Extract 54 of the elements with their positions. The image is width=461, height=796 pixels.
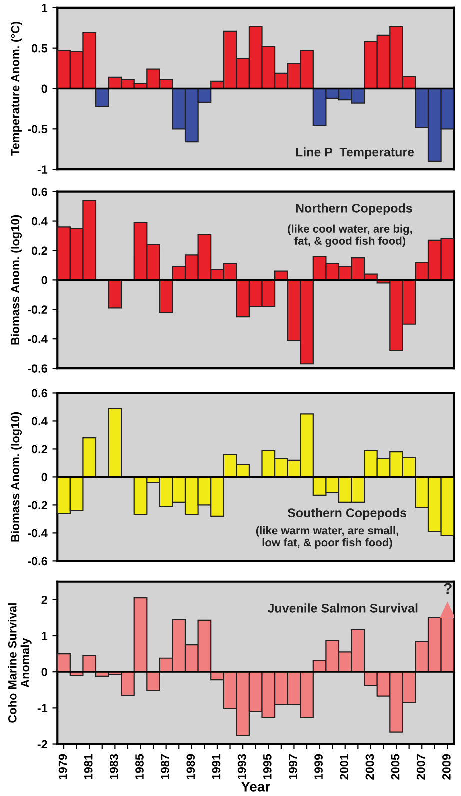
x-tick-label: 1993 bbox=[238, 754, 246, 780]
y-tick-label: 0.2 bbox=[32, 445, 48, 454]
annotation: (like cool water, are big, fat, & good fish food) bbox=[288, 224, 412, 248]
x-axis-title: Year bbox=[241, 782, 270, 792]
x-tick-label: 1979 bbox=[58, 754, 68, 780]
y-tick-label: 0.6 bbox=[32, 389, 48, 398]
x-tick-label: 1989 bbox=[186, 754, 196, 780]
annotation: Line P Temperature bbox=[296, 148, 414, 160]
y-tick-label: 0 bbox=[42, 668, 48, 676]
x-tick-label: 1999 bbox=[314, 754, 323, 780]
y-tick-label: -0.4 bbox=[28, 335, 48, 344]
x-tick-label: 1983 bbox=[110, 754, 118, 780]
y-tick-label: 0.4 bbox=[32, 217, 48, 226]
x-tick-label: 1987 bbox=[161, 754, 170, 780]
x-tick-label: 1991 bbox=[212, 754, 221, 780]
y-axis-title: Biomass Anom. (log10) bbox=[10, 412, 22, 542]
y-tick-label: 1 bbox=[42, 632, 48, 640]
y-tick-label: 0 bbox=[42, 473, 48, 482]
annotation: (like warm water, are small, low fat, & poor fish food) bbox=[256, 526, 398, 549]
y-axis-title: Biomass Anom. (log10) bbox=[10, 215, 22, 345]
annotation: Southern Copepods bbox=[288, 508, 406, 520]
x-tick-label: 2001 bbox=[340, 754, 349, 780]
x-tick-label: 1997 bbox=[289, 754, 298, 780]
y-tick-label: -0.6 bbox=[28, 364, 48, 373]
y-tick-label: 2 bbox=[42, 596, 48, 604]
y-tick-label: 1 bbox=[42, 4, 48, 12]
y-tick-label: -0.2 bbox=[28, 306, 48, 314]
y-tick-label: 0.6 bbox=[32, 188, 48, 196]
y-tick-label: -0.4 bbox=[28, 529, 48, 538]
annotation: Juvenile Salmon Survival bbox=[268, 604, 418, 613]
y-axis-title: Coho Marine Survival Anomaly bbox=[8, 604, 32, 723]
x-tick-label: 1995 bbox=[263, 754, 272, 780]
y-axis-title: Temperature Anom. (°C) bbox=[11, 22, 22, 156]
y-tick-label: -1 bbox=[38, 704, 48, 712]
x-tick-label: 2007 bbox=[416, 754, 426, 780]
annotation: Northern Copepods bbox=[296, 204, 412, 216]
bar bbox=[108, 280, 122, 309]
y-tick-label: -2 bbox=[38, 740, 48, 749]
y-tick-label: 0 bbox=[42, 84, 48, 94]
y-tick-label: -0.6 bbox=[28, 557, 48, 566]
annotation: ? bbox=[444, 583, 452, 594]
bar bbox=[108, 408, 122, 478]
y-tick-label: 0.2 bbox=[32, 246, 48, 256]
y-tick-label: 0.5 bbox=[32, 44, 48, 53]
x-tick-label: 2003 bbox=[366, 754, 374, 780]
y-tick-label: -1 bbox=[38, 166, 48, 174]
y-tick-label: -0.5 bbox=[28, 125, 48, 134]
x-tick-label: 2009 bbox=[442, 754, 451, 780]
x-tick-label: 1985 bbox=[136, 754, 144, 780]
x-tick-label: 1981 bbox=[84, 754, 93, 780]
x-tick-label: 2005 bbox=[391, 754, 400, 780]
y-tick-label: 0.4 bbox=[32, 417, 48, 426]
y-tick-label: -0.2 bbox=[28, 501, 48, 510]
y-tick-label: 0 bbox=[42, 276, 48, 285]
